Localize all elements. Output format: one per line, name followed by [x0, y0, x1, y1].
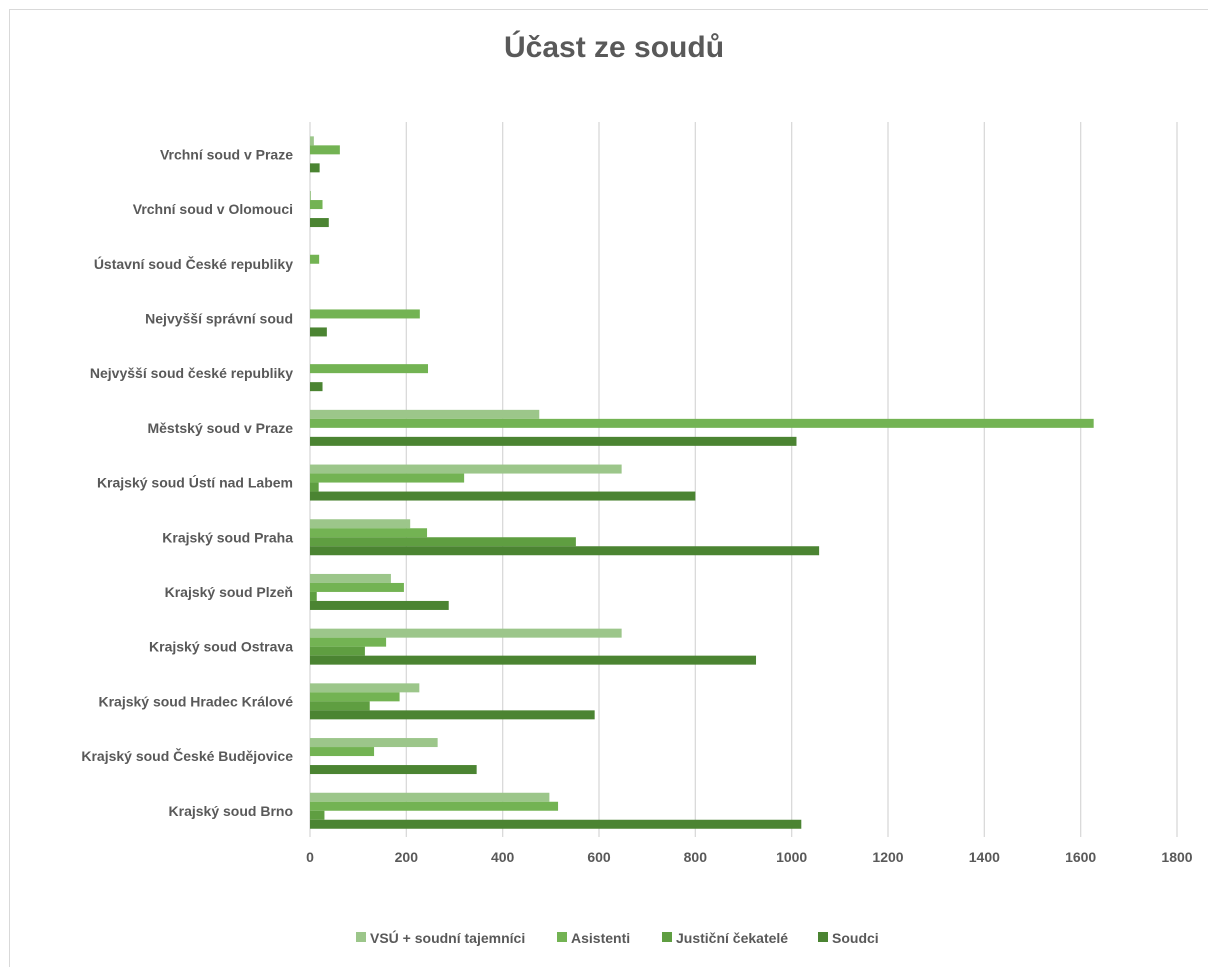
bar — [310, 163, 320, 173]
bars — [310, 136, 1094, 829]
bar — [310, 819, 802, 829]
category-label: Ústavní soud České republiky — [94, 255, 293, 272]
bar — [310, 191, 311, 201]
bar — [310, 810, 325, 820]
bar — [310, 591, 317, 601]
category-label: Krajský soud Plzeň — [165, 584, 293, 600]
bar — [310, 309, 420, 319]
legend-swatch — [557, 932, 567, 942]
bar — [310, 792, 550, 802]
bar — [310, 573, 391, 583]
category-label: Krajský soud Brno — [169, 803, 293, 819]
legend-label: Asistenti — [571, 930, 630, 946]
legend: VSÚ + soudní tajemníci Asistenti Justiční … — [356, 929, 879, 946]
category-labels: Vrchní soud v Praze Vrchní soud v Olomouc… — [81, 146, 293, 818]
bar — [310, 528, 428, 538]
bar — [310, 254, 320, 264]
bar — [310, 582, 404, 592]
bar — [310, 655, 757, 665]
bar — [310, 364, 429, 374]
bar — [310, 738, 438, 748]
x-tick-label: 1400 — [969, 849, 1000, 865]
bar — [310, 683, 420, 693]
category-label: Krajský soud Ústí nad Labem — [97, 474, 293, 491]
bar — [310, 765, 477, 775]
bar — [310, 436, 797, 446]
category-label: Krajský soud Ostrava — [149, 639, 293, 655]
bar — [310, 710, 595, 720]
x-axis-ticks: 0 200 400 600 800 1000 1200 1400 1600 1800 — [306, 849, 1193, 865]
bar — [310, 218, 329, 228]
bar — [310, 491, 696, 501]
bar — [310, 628, 622, 638]
legend-swatch — [356, 932, 366, 942]
x-tick-label: 1800 — [1161, 849, 1192, 865]
bar — [310, 519, 411, 529]
category-label: Nejvyšší soud české republiky — [90, 365, 293, 381]
category-label: Vrchní soud v Olomouci — [133, 201, 293, 217]
x-tick-label: 400 — [491, 849, 515, 865]
x-tick-label: 1600 — [1065, 849, 1096, 865]
bar — [310, 646, 365, 656]
bar — [310, 637, 387, 647]
bar — [310, 409, 540, 419]
bar — [310, 473, 465, 483]
category-label: Krajský soud České Budějovice — [81, 747, 293, 764]
legend-label: Justiční čekatelé — [676, 930, 788, 946]
x-tick-label: 800 — [684, 849, 708, 865]
bar — [310, 546, 820, 556]
x-tick-label: 200 — [395, 849, 419, 865]
bar — [310, 747, 375, 757]
chart-frame — [9, 9, 1208, 967]
legend-swatch — [662, 932, 672, 942]
category-label: Krajský soud Hradec Králové — [98, 693, 293, 709]
x-tick-label: 1200 — [872, 849, 903, 865]
bar — [310, 692, 400, 702]
x-tick-label: 600 — [587, 849, 611, 865]
x-tick-label: 0 — [306, 849, 314, 865]
chart-title: Účast ze soudů — [504, 30, 724, 64]
bar — [310, 418, 1094, 428]
category-label: Krajský soud Praha — [162, 529, 293, 545]
bar — [310, 701, 370, 711]
bar — [310, 464, 622, 474]
bar — [310, 145, 340, 155]
bar — [310, 136, 314, 146]
category-label: Vrchní soud v Praze — [160, 146, 293, 162]
x-tick-label: 1000 — [776, 849, 807, 865]
bar — [310, 537, 576, 547]
category-label: Nejvyšší správní soud — [145, 310, 293, 326]
bar — [310, 482, 319, 492]
legend-swatch — [818, 932, 828, 942]
bar — [310, 801, 559, 811]
bar — [310, 382, 323, 392]
bar — [310, 327, 327, 337]
bar — [310, 600, 449, 610]
legend-label: Soudci — [832, 930, 879, 946]
bar — [310, 200, 323, 210]
category-label: Městský soud v Praze — [147, 420, 293, 436]
legend-label: VSÚ + soudní tajemníci — [370, 929, 525, 946]
